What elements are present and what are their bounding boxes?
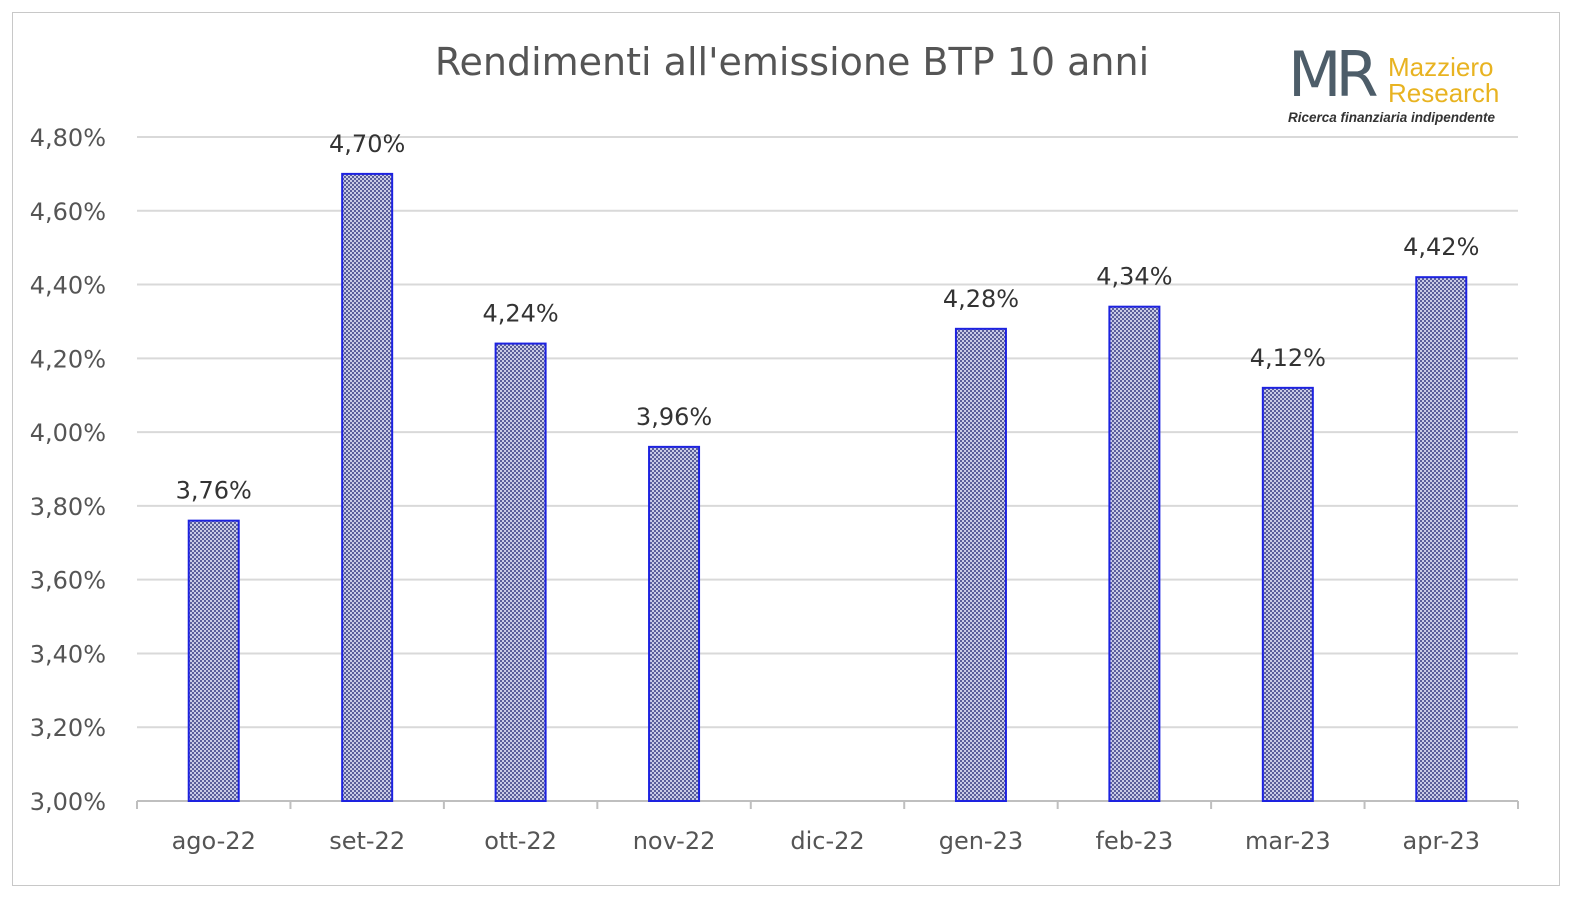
x-tick-label: feb-23 [1096,827,1174,855]
logo-brand: Mazziero Research [1388,54,1499,106]
logo-brand-line2: Research [1388,78,1500,108]
y-axis-tick-labels: 3,00% 3,20% 3,40% 3,60% 3,80% 4,00% 4,20% 4,40%… [30,124,106,816]
data-label: 4,12% [1250,344,1326,372]
mazziero-research-logo: MR Mazziero Research Ricerca finanziaria… [1288,44,1528,126]
x-tick-label: gen-23 [939,827,1023,855]
bar [494,342,547,802]
data-label: 4,28% [943,285,1019,313]
logo-tagline: Ricerca finanziaria indipendente [1288,110,1496,125]
data-label: 3,76% [176,477,252,505]
x-tick-label: dic-22 [790,827,864,855]
bar [1108,305,1161,802]
bar [648,445,701,802]
bars [187,172,1468,803]
bar [1415,276,1468,802]
y-tick-label: 4,00% [30,419,106,447]
y-tick-label: 4,40% [30,272,106,300]
x-axis-tick-labels: ago-22 set-22 ott-22 nov-22 dic-22 gen-23 feb-… [172,827,1480,855]
x-axis [136,800,1519,809]
y-tick-label: 4,20% [30,345,106,373]
bar [187,519,240,803]
chart-title: Rendimenti all'emissione BTP 10 anni [434,40,1150,84]
y-tick-label: 3,20% [30,714,106,742]
data-label: 4,70% [329,130,405,158]
logo-brand-line1: Mazziero [1388,52,1494,82]
bar [1261,386,1314,802]
x-tick-label: apr-23 [1403,827,1480,855]
x-tick-label: ago-22 [172,827,256,855]
y-tick-label: 3,40% [30,640,106,668]
data-label: 3,96% [636,403,712,431]
logo-mark: MR [1288,38,1379,111]
x-tick-label: ott-22 [484,827,557,855]
x-tick-label: nov-22 [633,827,716,855]
data-label: 4,34% [1096,263,1172,291]
bar [341,172,394,802]
y-tick-label: 3,00% [30,788,106,816]
data-label: 4,42% [1403,233,1479,261]
x-tick-label: mar-23 [1245,827,1331,855]
x-tick-label: set-22 [329,827,405,855]
y-tick-label: 3,80% [30,493,106,521]
data-labels: 3,76% 4,70% 4,24% 3,96% 4,28% 4,34% 4,12% 4,42% [176,130,1480,505]
y-tick-label: 3,60% [30,567,106,595]
y-tick-label: 4,80% [30,124,106,152]
bar [954,327,1007,802]
y-tick-label: 4,60% [30,198,106,226]
data-label: 4,24% [482,300,558,328]
